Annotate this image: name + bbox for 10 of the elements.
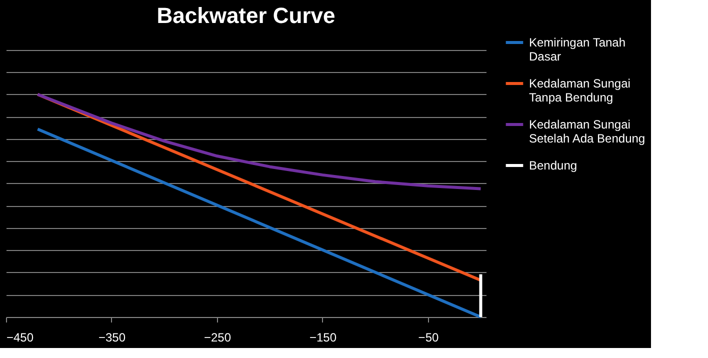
legend-label: Bendung [529,158,578,172]
chart-title: Backwater Curve [156,3,336,28]
legend-label: Kemiringan Tanah Dasar [529,36,626,64]
x-tick-label: −350 [98,330,126,344]
legend-label: Kedalaman Sungai Tanpa Bendung [529,76,630,104]
x-tick-label: −50 [418,330,439,344]
legend-label: Kedalaman Sungai Setelah Ada Bendung [529,118,646,146]
x-tick-label: −250 [204,330,232,344]
x-tick-label: −150 [309,330,337,344]
x-tick-label: −450 [6,330,34,344]
